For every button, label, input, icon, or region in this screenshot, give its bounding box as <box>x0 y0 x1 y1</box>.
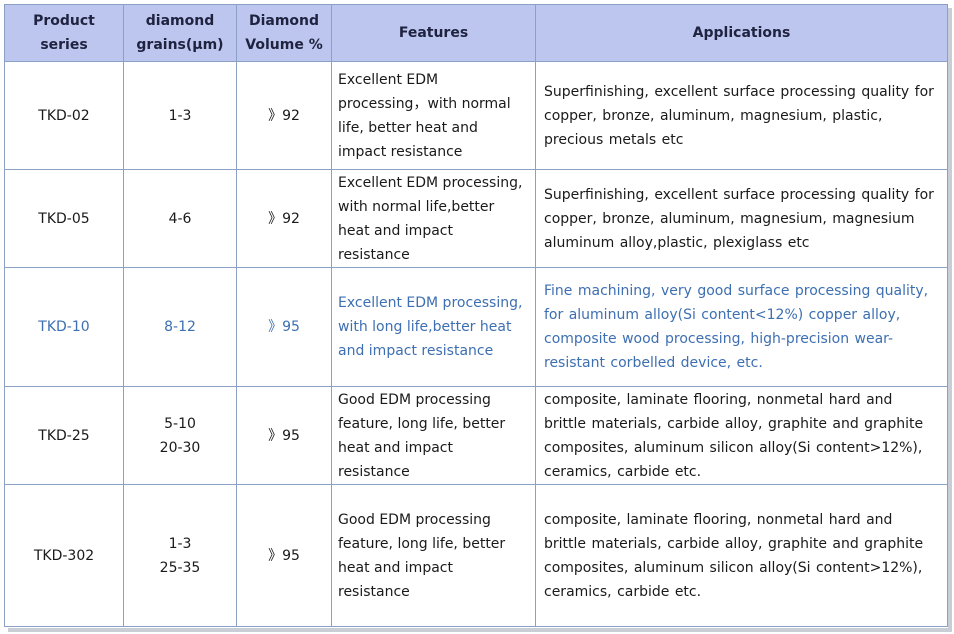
cell-grains: 8-12 <box>124 268 237 387</box>
cell-features: Good EDM processing feature, long life, … <box>332 485 536 627</box>
cell-features: Excellent EDM processing，with normal lif… <box>332 62 536 170</box>
header-diamond-grains: diamond grains(μm) <box>124 4 237 62</box>
header-applications: Applications <box>536 4 948 62</box>
cell-features: Good EDM processing feature, long life, … <box>332 387 536 485</box>
cell-applications: Fine machining, very good surface proces… <box>536 268 948 387</box>
cell-volume: 》95 <box>237 268 332 387</box>
cell-grains: 1-3 25-35 <box>124 485 237 627</box>
cell-grains: 5-10 20-30 <box>124 387 237 485</box>
cell-features: Excellent EDM processing, with normal li… <box>332 170 536 268</box>
cell-applications: Superfinishing, excellent surface proces… <box>536 62 948 170</box>
table-shadow-bottom <box>8 628 952 632</box>
cell-applications: composite, laminate flooring, nonmetal h… <box>536 485 948 627</box>
header-product-series: Product series <box>4 4 124 62</box>
table-row: TKD-02 1-3 》92 Excellent EDM processing，… <box>4 62 948 170</box>
cell-features: Excellent EDM processing, with long life… <box>332 268 536 387</box>
product-table: Product series diamond grains(μm) Diamond V… <box>4 4 948 627</box>
header-row: Product series diamond grains(μm) Diamond V… <box>4 4 948 62</box>
cell-volume: 》95 <box>237 485 332 627</box>
cell-volume: 》92 <box>237 170 332 268</box>
cell-grains: 4-6 <box>124 170 237 268</box>
cell-applications: composite, laminate flooring, nonmetal h… <box>536 387 948 485</box>
header-features: Features <box>332 4 536 62</box>
table-row: TKD-25 5-10 20-30 》95 Good EDM processing… <box>4 387 948 485</box>
table-row: TKD-302 1-3 25-35 》95 Good EDM processing… <box>4 485 948 627</box>
cell-grains: 1-3 <box>124 62 237 170</box>
cell-series: TKD-02 <box>4 62 124 170</box>
table-row-highlighted: TKD-10 8-12 》95 Excellent EDM processing… <box>4 268 948 387</box>
cell-series: TKD-10 <box>4 268 124 387</box>
header-diamond-volume: Diamond Volume % <box>237 4 332 62</box>
cell-series: TKD-302 <box>4 485 124 627</box>
cell-series: TKD-05 <box>4 170 124 268</box>
table-shadow-right <box>948 8 952 630</box>
table-row: TKD-05 4-6 》92 Excellent EDM processing,… <box>4 170 948 268</box>
cell-series: TKD-25 <box>4 387 124 485</box>
cell-volume: 》92 <box>237 62 332 170</box>
cell-applications: Superfinishing, excellent surface proces… <box>536 170 948 268</box>
cell-volume: 》95 <box>237 387 332 485</box>
